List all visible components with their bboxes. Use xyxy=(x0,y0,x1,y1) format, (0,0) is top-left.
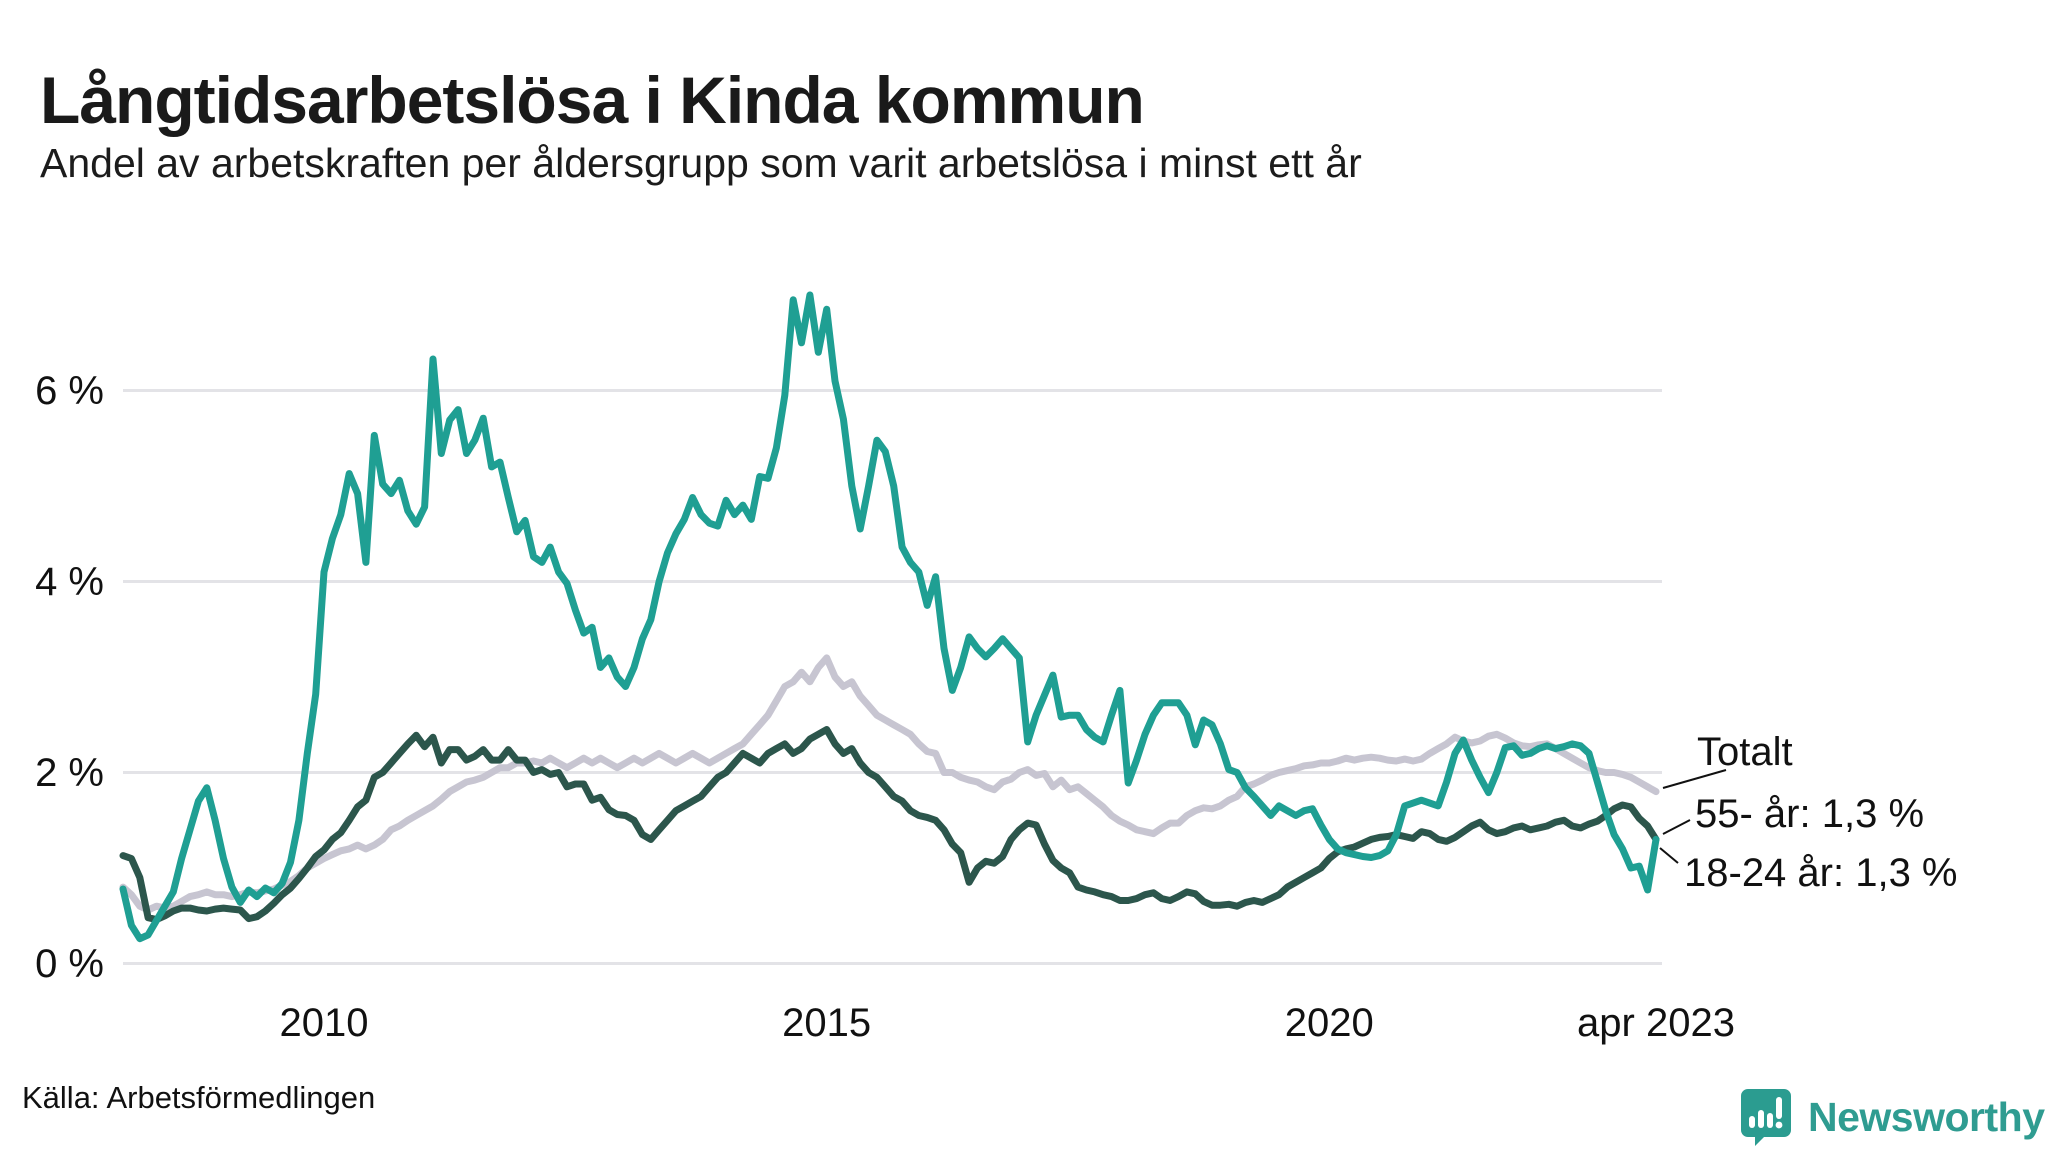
x-axis-tick-2020: 2020 xyxy=(1284,1001,1374,1045)
series-line-Totalt xyxy=(119,654,1660,914)
page-title: Långtidsarbetslösa i Kinda kommun xyxy=(40,63,1145,138)
x-axis-tick-2015: 2015 xyxy=(782,1001,872,1045)
y-axis-tick-6: 6 % xyxy=(35,368,104,413)
series-line-18-24-r xyxy=(119,291,1660,943)
newsworthy-icon xyxy=(1741,1089,1791,1146)
source-note: Källa: Arbetsförmedlingen xyxy=(22,1080,376,1115)
series-line-55-r xyxy=(119,726,1660,924)
annotation-18-24-ar: 18-24 år: 1,3 % xyxy=(1684,851,1958,895)
y-axis-tick-0: 0 % xyxy=(35,941,104,986)
annotation-55-ar: 55- år: 1,3 % xyxy=(1695,792,1925,836)
annotation-totalt: Totalt xyxy=(1697,730,1793,774)
y-axis-tick-2: 2 % xyxy=(35,750,104,795)
newsworthy-logo: Newsworthy xyxy=(1740,1088,2045,1146)
chart-subtitle: Andel av arbetskraften per åldersgrupp s… xyxy=(40,140,1362,186)
x-axis-tick-2010: 2010 xyxy=(279,1001,369,1045)
newsworthy-logo-text: Newsworthy xyxy=(1808,1093,2045,1140)
y-axis-tick-4: 4 % xyxy=(35,559,104,604)
x-axis-tick-apr-2023: apr 2023 xyxy=(1577,1001,1735,1045)
